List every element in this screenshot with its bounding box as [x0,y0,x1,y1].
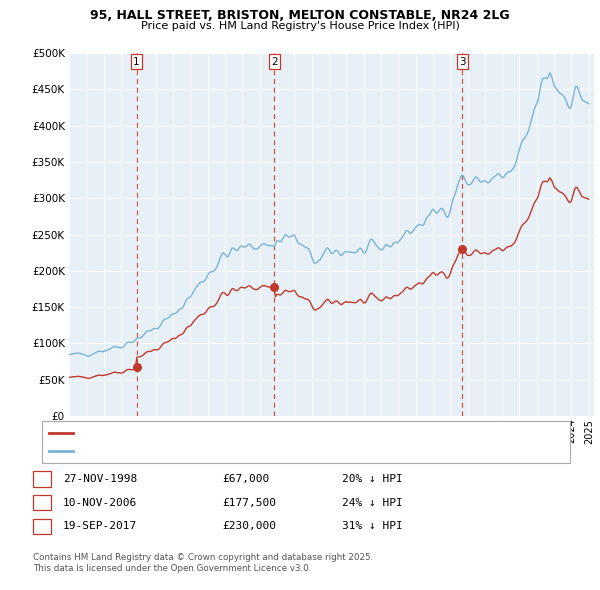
Text: 3: 3 [459,57,466,67]
Text: 24% ↓ HPI: 24% ↓ HPI [342,498,403,507]
Text: 19-SEP-2017: 19-SEP-2017 [63,522,137,531]
Text: 10-NOV-2006: 10-NOV-2006 [63,498,137,507]
Text: 95, HALL STREET, BRISTON, MELTON CONSTABLE, NR24 2LG (detached house): 95, HALL STREET, BRISTON, MELTON CONSTAB… [78,428,463,438]
Text: 20% ↓ HPI: 20% ↓ HPI [342,474,403,484]
Text: 31% ↓ HPI: 31% ↓ HPI [342,522,403,531]
Text: 1: 1 [133,57,140,67]
Text: 95, HALL STREET, BRISTON, MELTON CONSTABLE, NR24 2LG: 95, HALL STREET, BRISTON, MELTON CONSTAB… [90,9,510,22]
Text: 2: 2 [38,498,46,507]
Text: HPI: Average price, detached house, North Norfolk: HPI: Average price, detached house, Nort… [78,446,324,456]
Text: 1: 1 [38,474,46,484]
Text: £67,000: £67,000 [222,474,269,484]
Text: £230,000: £230,000 [222,522,276,531]
Text: £177,500: £177,500 [222,498,276,507]
Text: 3: 3 [38,522,46,531]
Text: 2: 2 [271,57,278,67]
Text: 27-NOV-1998: 27-NOV-1998 [63,474,137,484]
Text: Contains HM Land Registry data © Crown copyright and database right 2025.
This d: Contains HM Land Registry data © Crown c… [33,553,373,573]
Text: Price paid vs. HM Land Registry's House Price Index (HPI): Price paid vs. HM Land Registry's House … [140,21,460,31]
